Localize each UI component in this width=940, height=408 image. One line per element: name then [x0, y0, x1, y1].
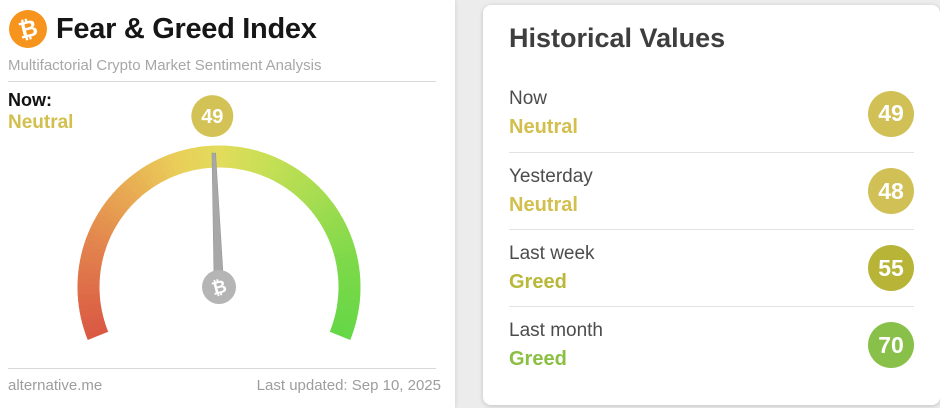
gauge-bitcoin-icon: ₿ — [209, 276, 229, 300]
page-title: Fear & Greed Index — [56, 13, 317, 45]
historical-row-now: Now Neutral 49 — [509, 75, 914, 152]
bitcoin-glyph: ₿ — [15, 14, 41, 45]
historical-row-last-week: Last week Greed 55 — [509, 229, 914, 306]
value-badge: 49 — [868, 90, 914, 137]
bitcoin-icon: ₿ — [4, 5, 52, 53]
historical-values-title: Historical Values — [509, 23, 726, 53]
row-status: Greed — [509, 347, 567, 370]
historical-row-last-month: Last month Greed 70 — [509, 306, 914, 383]
gauge-arc — [77, 145, 361, 341]
now-label: Now: — [8, 90, 52, 110]
row-label: Last month — [509, 319, 603, 341]
value-badge: 55 — [868, 245, 914, 291]
gauge-value-text: 49 — [201, 106, 223, 128]
footer-divider — [8, 368, 436, 369]
page-subtitle: Multifactorial Crypto Market Sentiment A… — [8, 57, 322, 74]
gauge-pivot — [202, 270, 236, 304]
row-status: Greed — [509, 270, 567, 293]
value-badge: 70 — [868, 322, 914, 368]
row-label: Yesterday — [509, 165, 593, 187]
row-label: Now — [509, 88, 548, 109]
row-status: Neutral — [509, 116, 578, 138]
row-status: Neutral — [509, 193, 578, 216]
historical-rows: Now Neutral 49 Yesterday Neutral 48 Last… — [509, 75, 914, 383]
header-divider — [8, 81, 436, 82]
historical-values-panel: Historical Values Now Neutral 49 Yesterd… — [483, 5, 940, 405]
gauge-value-badge — [191, 95, 234, 138]
fear-greed-gauge: ₿ 49 — [77, 95, 361, 341]
fear-greed-widget: ₿ Fear & Greed Index Multifactorial Cryp… — [0, 0, 455, 408]
last-updated-text: Last updated: Sep 10, 2025 — [256, 377, 441, 394]
row-label: Last week — [509, 242, 595, 264]
historical-row-yesterday: Yesterday Neutral 48 — [509, 152, 914, 229]
value-badge: 48 — [868, 168, 914, 214]
now-status: Neutral — [8, 112, 74, 133]
alternative-me-link[interactable]: alternative.me — [8, 377, 103, 394]
